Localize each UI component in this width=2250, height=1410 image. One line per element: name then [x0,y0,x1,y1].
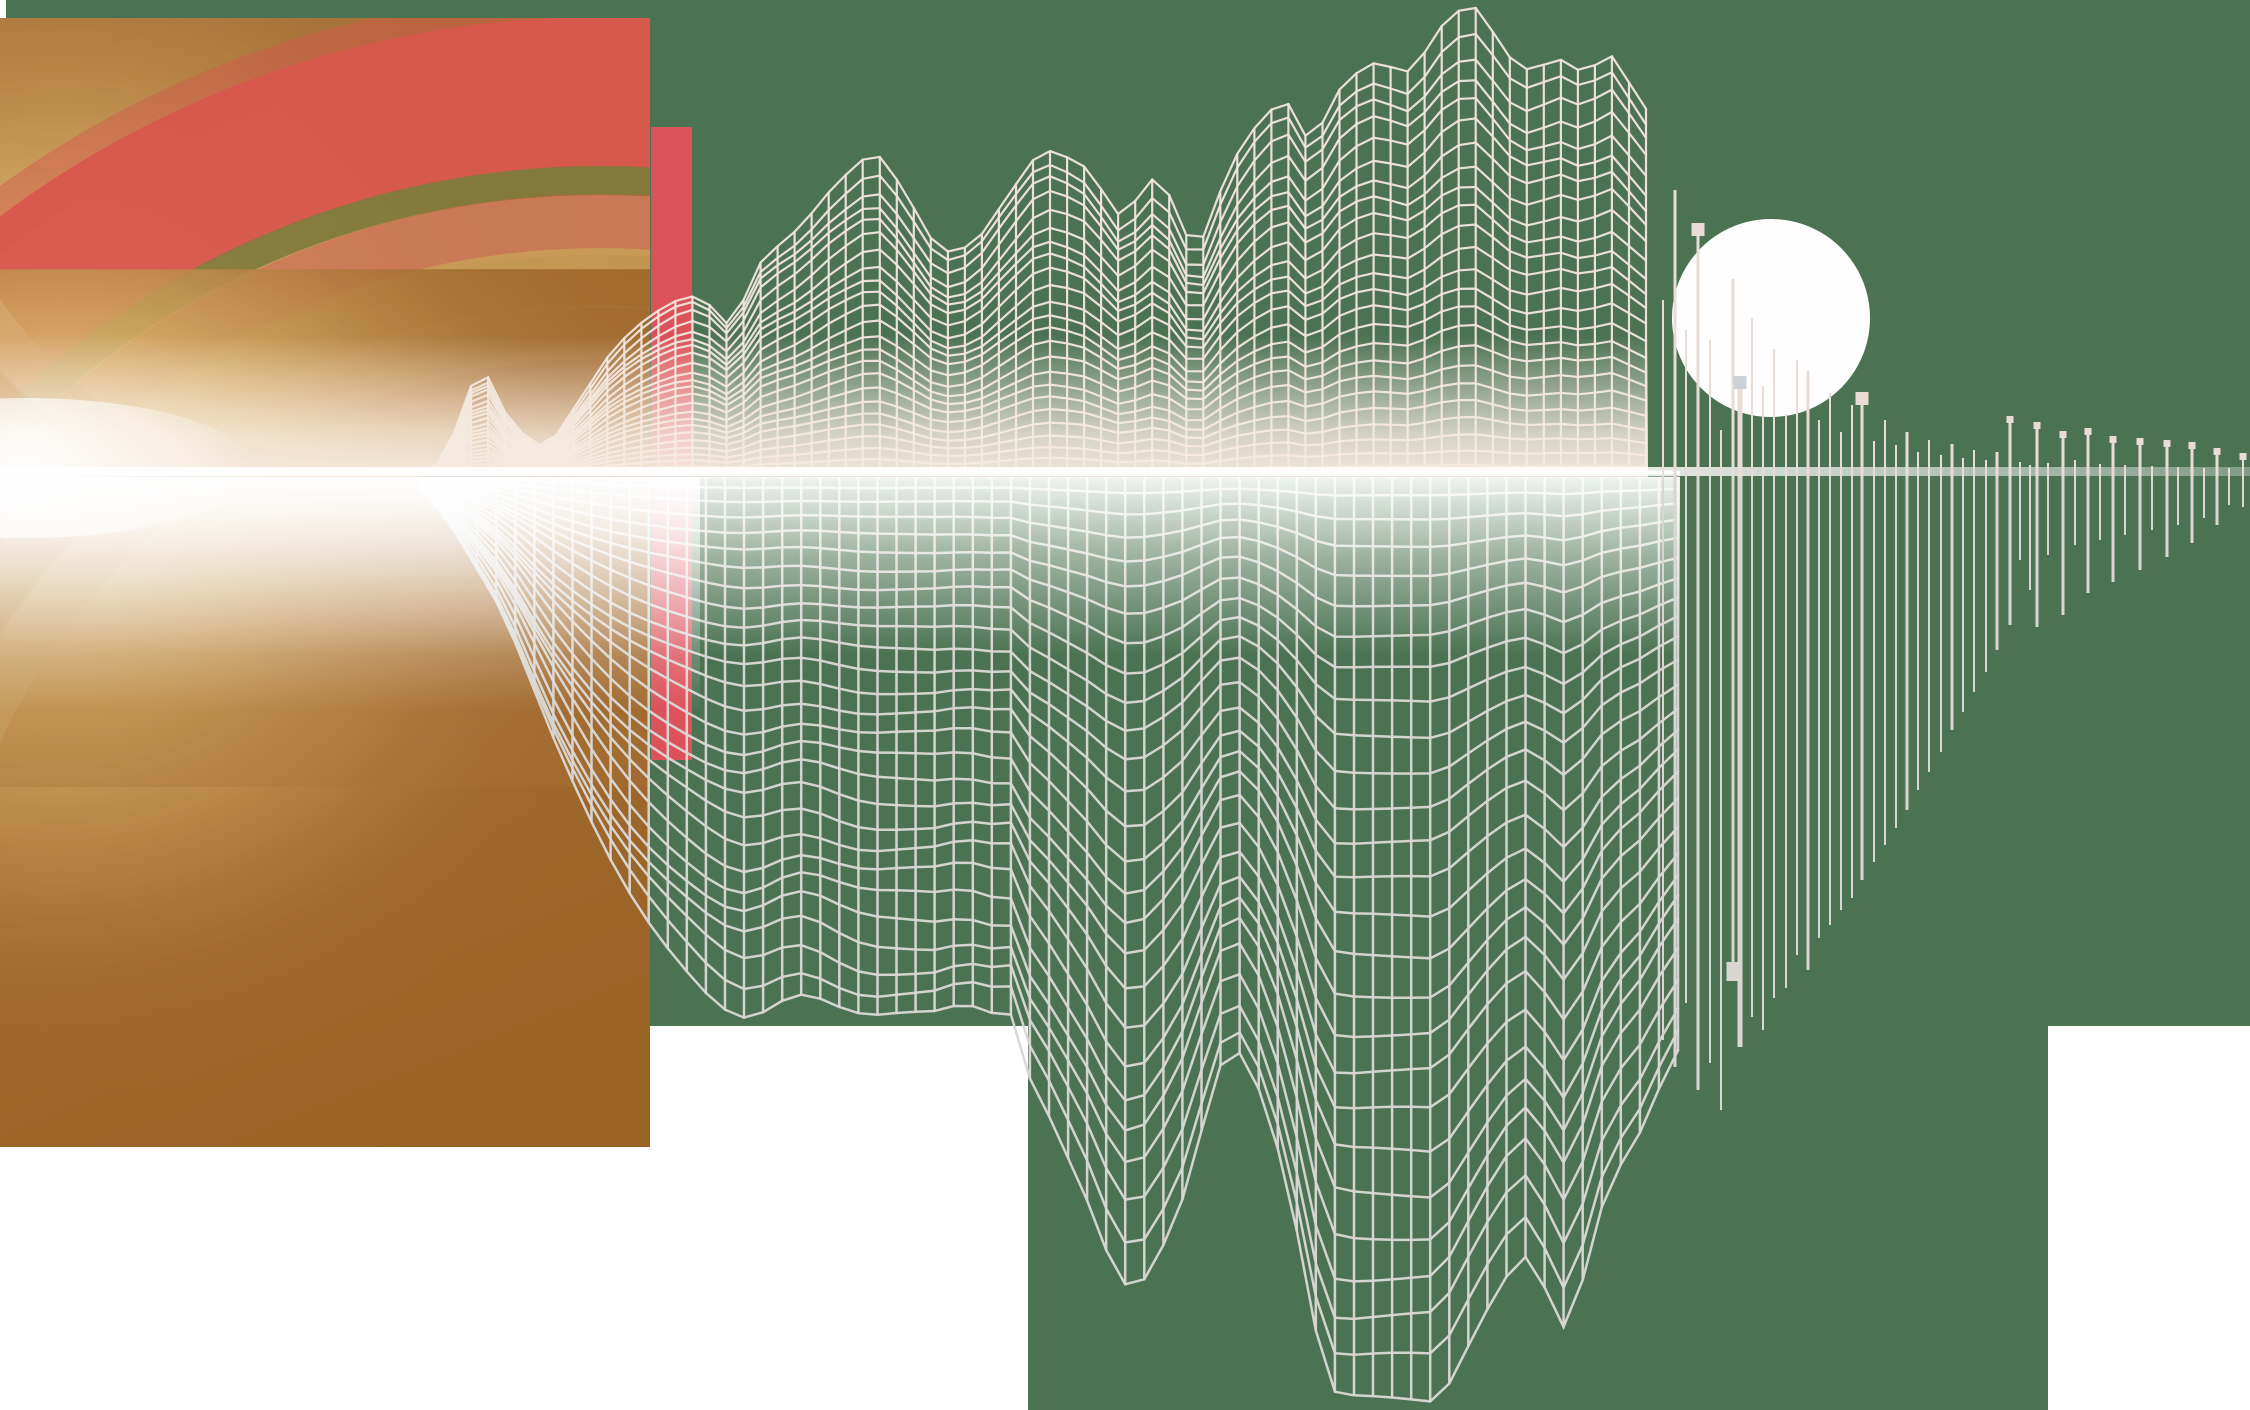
waterline [0,398,2250,538]
bar-cap [1855,392,1869,405]
bar-cap [2136,438,2144,445]
fog-band [0,336,1648,477]
bar-cap [1691,223,1705,236]
moon-layer [1672,219,1870,417]
bar-cap [2188,442,2196,449]
bar-cap [2033,422,2041,429]
bar-cap [2059,431,2067,438]
moon [1672,219,1870,417]
bar-cap [2213,448,2221,455]
frequency-bars [1662,190,2247,477]
bar-cap [2109,436,2117,443]
frequency-bars-reflection [1662,477,2244,1110]
bar-cap [2006,416,2014,423]
bar-cap [1733,376,1747,389]
bar-cap [2084,428,2092,435]
bar-cap [2163,440,2171,447]
bar-cap [1726,962,1740,981]
bar-cap [2239,453,2247,460]
green-field-lower [1028,1026,2048,1410]
